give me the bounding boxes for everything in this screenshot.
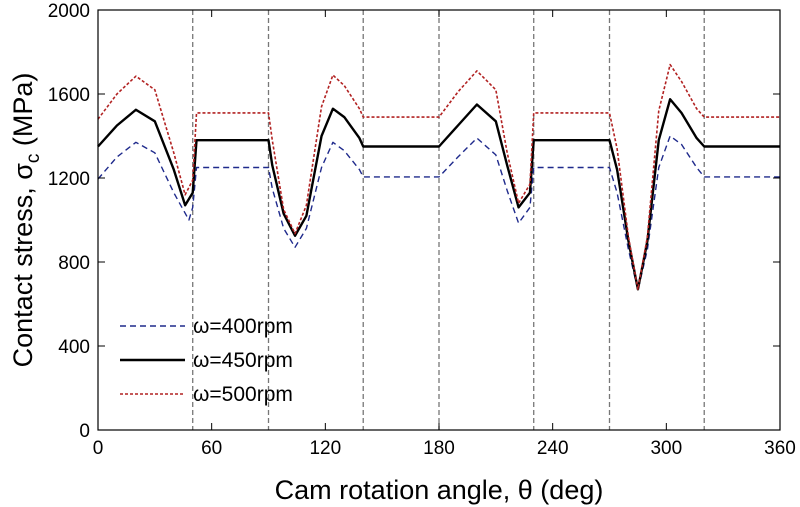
- axis-ticks: [97, 9, 781, 431]
- x-tick-label: 240: [537, 438, 569, 459]
- x-tick-label: 360: [764, 438, 796, 459]
- y-axis-title-subscript: c: [23, 154, 44, 164]
- series-line-1: [97, 135, 780, 292]
- x-tick-label: 180: [423, 438, 455, 459]
- series-line-3: [97, 63, 780, 291]
- legend-label-1: ω=400rpm: [193, 315, 293, 338]
- y-axis-title-prefix: Contact stress, σ: [8, 163, 38, 368]
- x-tick-label: 300: [650, 438, 682, 459]
- y-tick-label: 400: [58, 337, 90, 358]
- y-tick-label: 1200: [48, 169, 90, 190]
- legend-label-2: ω=450rpm: [193, 349, 293, 372]
- phase-boundary-lines: [192, 10, 705, 430]
- y-tick-label: 0: [79, 421, 90, 442]
- legend-label-3: ω=500rpm: [193, 383, 293, 406]
- y-tick-label: 1600: [48, 85, 90, 106]
- x-axis-title: Cam rotation angle, θ (deg): [275, 475, 604, 505]
- x-tick-label: 120: [309, 438, 341, 459]
- y-tick-label: 2000: [48, 1, 90, 22]
- series-layer: [97, 63, 780, 292]
- x-tick-labels: 0 60 120 180 240 300 360: [93, 438, 796, 459]
- y-axis-title-suffix: (MPa): [8, 73, 38, 154]
- y-tick-labels: 0 400 800 1200 1600 2000: [48, 1, 90, 442]
- y-axis-title: Contact stress, σc (MPa): [8, 73, 44, 368]
- y-tick-label: 800: [58, 253, 90, 274]
- x-tick-label: 0: [93, 438, 104, 459]
- x-tick-label: 60: [201, 438, 222, 459]
- legend: ω=400rpm ω=450rpm ω=500rpm: [120, 315, 293, 406]
